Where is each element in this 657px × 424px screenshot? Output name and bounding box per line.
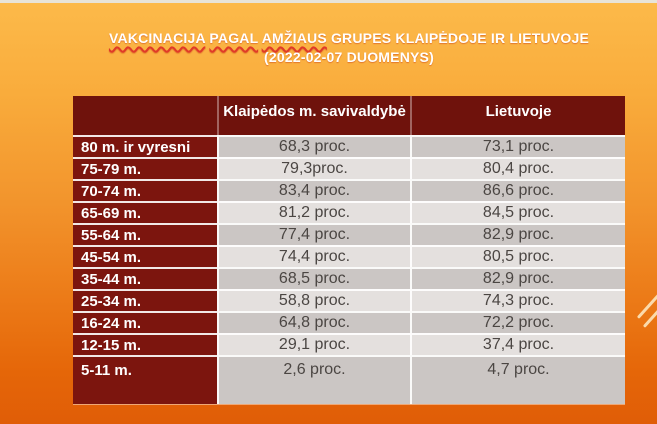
value-cell-klaipeda: 2,6 proc.	[217, 355, 410, 404]
value-cell-klaipeda: 74,4 proc.	[217, 245, 410, 267]
value-cell-lietuvoje: 80,4 proc.	[410, 157, 625, 179]
value-cell-klaipeda: 83,4 proc.	[217, 179, 410, 201]
age-cell: 45-54 m.	[73, 245, 217, 267]
value-cell-lietuvoje: 37,4 proc.	[410, 333, 625, 355]
value-cell-klaipeda: 68,5 proc.	[217, 267, 410, 289]
value-cell-klaipeda: 77,4 proc.	[217, 223, 410, 245]
table-row: 55-64 m. 77,4 proc. 82,9 proc.	[73, 223, 625, 245]
age-cell: 70-74 m.	[73, 179, 217, 201]
title-word-underlined: AMŽIAUS	[261, 30, 327, 46]
value-cell-klaipeda: 81,2 proc.	[217, 201, 410, 223]
value-cell-lietuvoje: 82,9 proc.	[410, 267, 625, 289]
value-cell-klaipeda: 58,8 proc.	[217, 289, 410, 311]
title-line-2: (2022-02-07 DUOMENYS)	[264, 49, 434, 65]
value-cell-klaipeda: 29,1 proc.	[217, 333, 410, 355]
age-cell: 25-34 m.	[73, 289, 217, 311]
table-row: 65-69 m. 81,2 proc. 84,5 proc.	[73, 201, 625, 223]
value-cell-lietuvoje: 82,9 proc.	[410, 223, 625, 245]
age-cell: 55-64 m.	[73, 223, 217, 245]
table-row: 5-11 m. 2,6 proc. 4,7 proc.	[73, 355, 625, 404]
value-cell-klaipeda: 64,8 proc.	[217, 311, 410, 333]
age-cell: 75-79 m.	[73, 157, 217, 179]
table-row: 70-74 m. 83,4 proc. 86,6 proc.	[73, 179, 625, 201]
top-strip	[0, 0, 657, 3]
table-row: 75-79 m. 79,3proc. 80,4 proc.	[73, 157, 625, 179]
vaccination-table: Klaipėdos m. savivaldybė Lietuvoje 80 m.…	[73, 96, 625, 404]
age-cell: 35-44 m.	[73, 267, 217, 289]
age-cell: 16-24 m.	[73, 311, 217, 333]
title-word-rest: GRUPES KLAIPĖDOJE IR LIETUVOJE	[330, 30, 590, 46]
value-cell-lietuvoje: 73,1 proc.	[410, 135, 625, 157]
age-cell: 65-69 m.	[73, 201, 217, 223]
value-cell-lietuvoje: 80,5 proc.	[410, 245, 625, 267]
table-row: 80 m. ir vyresni 68,3 proc. 73,1 proc.	[73, 135, 625, 157]
header-cell-lietuvoje: Lietuvoje	[410, 96, 625, 135]
value-cell-klaipeda: 68,3 proc.	[217, 135, 410, 157]
age-cell: 80 m. ir vyresni	[73, 135, 217, 157]
header-cell-klaipeda: Klaipėdos m. savivaldybė	[217, 96, 410, 135]
table-row: 16-24 m. 64,8 proc. 72,2 proc.	[73, 311, 625, 333]
table-header-row: Klaipėdos m. savivaldybė Lietuvoje	[73, 96, 625, 135]
decorative-chevron	[630, 285, 657, 330]
value-cell-lietuvoje: 74,3 proc.	[410, 289, 625, 311]
header-cell-empty	[73, 96, 217, 135]
value-cell-klaipeda: 79,3proc.	[217, 157, 410, 179]
age-cell: 12-15 m.	[73, 333, 217, 355]
title-word-underlined: VAKCINACIJA	[108, 30, 206, 46]
value-cell-lietuvoje: 86,6 proc.	[410, 179, 625, 201]
table-row: 25-34 m. 58,8 proc. 74,3 proc.	[73, 289, 625, 311]
table-row: 45-54 m. 74,4 proc. 80,5 proc.	[73, 245, 625, 267]
title-line-1: VAKCINACIJA PAGAL AMŽIAUS GRUPES KLAIPĖD…	[73, 29, 625, 48]
value-cell-lietuvoje: 72,2 proc.	[410, 311, 625, 333]
age-cell: 5-11 m.	[73, 355, 217, 404]
value-cell-lietuvoje: 84,5 proc.	[410, 201, 625, 223]
table-row: 35-44 m. 68,5 proc. 82,9 proc.	[73, 267, 625, 289]
slide-title: VAKCINACIJA PAGAL AMŽIAUS GRUPES KLAIPĖD…	[73, 29, 625, 67]
value-cell-lietuvoje: 4,7 proc.	[410, 355, 625, 404]
title-word-underlined: PAGAL	[209, 30, 259, 46]
table-row: 12-15 m. 29,1 proc. 37,4 proc.	[73, 333, 625, 355]
